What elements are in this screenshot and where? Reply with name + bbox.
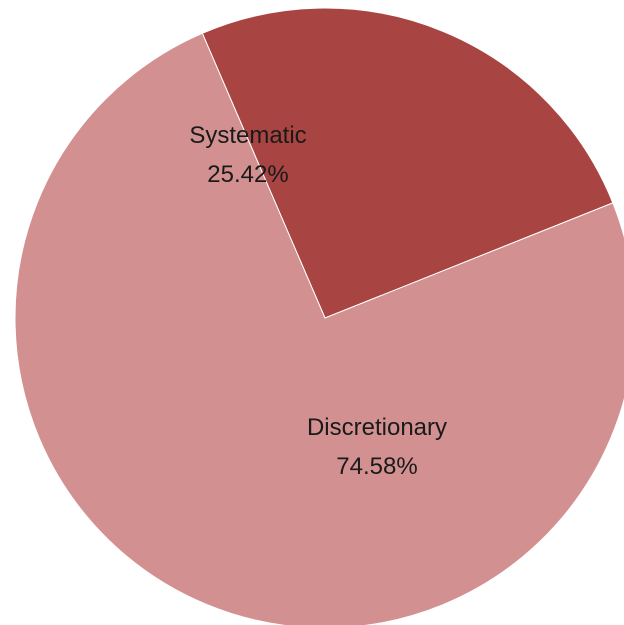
slice-value-discretionary: 74.58% [336,453,417,480]
pie-labels: Systematic 25.42% Discretionary 74.58% [189,122,447,480]
pie-slice-discretionary [14,32,624,625]
pie-slice-systematic [201,7,614,319]
slice-label-discretionary: Discretionary [307,414,447,441]
slice-value-systematic: 25.42% [207,161,288,188]
slice-label-systematic: Systematic [189,122,306,149]
pie-slices [14,7,624,625]
